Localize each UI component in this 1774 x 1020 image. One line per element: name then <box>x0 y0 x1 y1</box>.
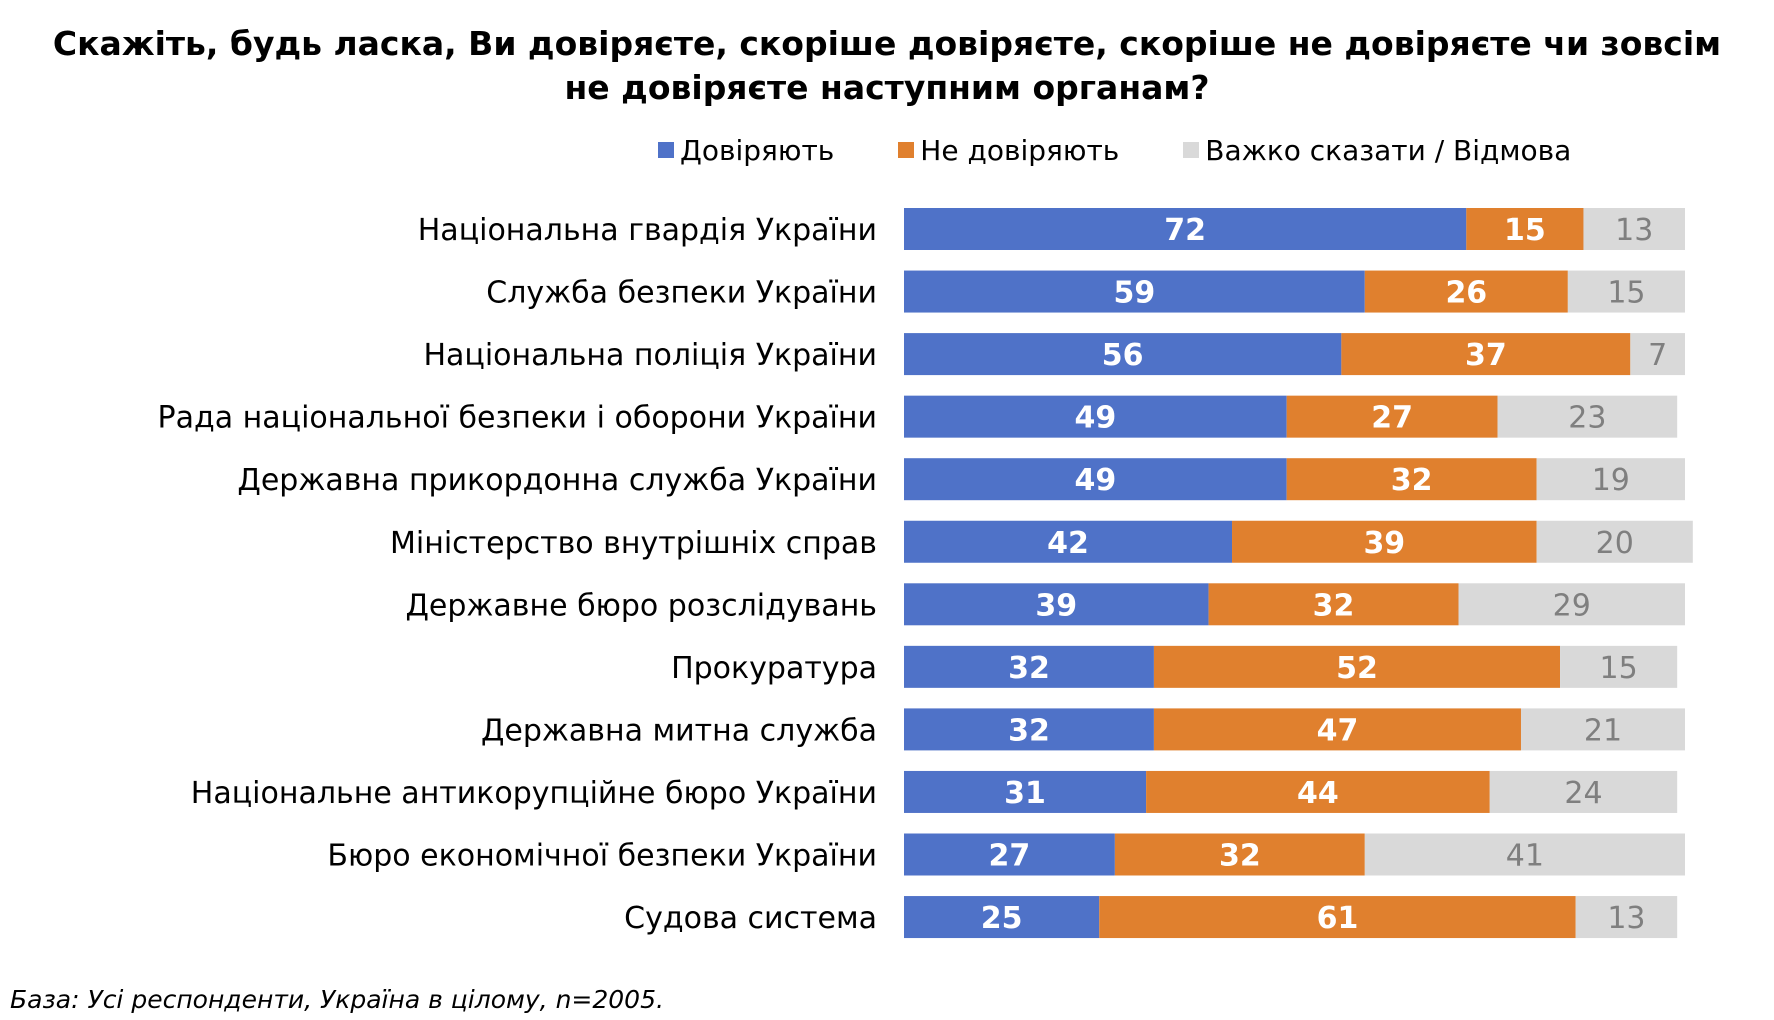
bar-segment-distrust <box>1114 833 1365 876</box>
category-label: Рада національної безпеки і оборони Укра… <box>158 401 877 436</box>
legend-swatch-distrust <box>898 142 915 158</box>
data-label-distrust: 15 <box>1504 213 1546 248</box>
legend-item-trust: Довіряють <box>658 134 834 167</box>
bar-segment-distrust <box>1153 708 1521 751</box>
data-label-trust: 39 <box>1035 588 1077 623</box>
data-label-hard-to-say: 13 <box>1607 901 1645 936</box>
bar-segment-distrust <box>1466 208 1584 250</box>
legend-label-trust: Довіряють <box>680 133 835 167</box>
chart-legend: Довіряють Не довіряють Важко сказати / В… <box>658 130 1571 170</box>
bar-segment-hard-to-say <box>1458 583 1685 626</box>
data-label-hard-to-say: 15 <box>1600 651 1638 686</box>
category-label: Бюро економічної безпеки України <box>327 839 877 874</box>
data-label-trust: 27 <box>989 839 1031 874</box>
bar-segment-hard-to-say <box>1536 520 1693 563</box>
category-label: Національна поліція України <box>423 338 877 373</box>
data-label-hard-to-say: 19 <box>1592 463 1630 498</box>
bar-segment-distrust <box>1146 770 1490 813</box>
category-label: Державна митна служба <box>481 713 877 748</box>
bar-segment-distrust <box>1286 395 1498 438</box>
category-label: Судова система <box>624 901 877 936</box>
legend-item-hard-to-say: Важко сказати / Відмова <box>1183 134 1571 167</box>
bar-segment-hard-to-say <box>1489 770 1678 813</box>
data-label-hard-to-say: 41 <box>1506 839 1544 874</box>
data-label-hard-to-say: 15 <box>1607 276 1645 311</box>
bar-segment-trust <box>904 333 1342 376</box>
bar-segment-hard-to-say <box>1560 645 1678 688</box>
data-label-hard-to-say: 7 <box>1648 338 1667 373</box>
data-label-trust: 72 <box>1164 213 1206 248</box>
base-footnote: База: Усі респонденти, Україна в цілому,… <box>10 985 664 1014</box>
bar-segment-distrust <box>1232 520 1537 563</box>
bar-segment-trust <box>904 458 1287 501</box>
data-label-trust: 25 <box>981 901 1023 936</box>
data-label-trust: 59 <box>1114 276 1156 311</box>
bar-segment-trust <box>904 770 1147 813</box>
chart-title: Скажіть, будь ласка, Ви довіряєте, скорі… <box>0 22 1774 110</box>
bar-segment-trust <box>904 896 1100 939</box>
legend-swatch-trust <box>658 142 674 158</box>
data-label-hard-to-say: 21 <box>1584 713 1622 748</box>
bar-segment-distrust <box>1208 583 1459 626</box>
data-label-trust: 49 <box>1074 401 1116 436</box>
data-label-trust: 32 <box>1008 713 1050 748</box>
data-label-hard-to-say: 29 <box>1553 588 1591 623</box>
bar-segment-hard-to-say <box>1575 896 1678 939</box>
bar-segment-distrust <box>1364 270 1568 313</box>
category-label: Національна гвардія України <box>418 213 877 248</box>
data-label-trust: 32 <box>1008 651 1050 686</box>
category-label: Державна прикордонна служба України <box>237 463 877 498</box>
category-label: Державне бюро розслідувань <box>405 588 877 623</box>
bar-segment-hard-to-say <box>1497 395 1678 438</box>
bar-segment-hard-to-say <box>1567 270 1685 313</box>
chart-title-line-2: не довіряєте наступним органам? <box>564 68 1210 107</box>
bar-segment-hard-to-say <box>1520 708 1685 751</box>
bar-segment-distrust <box>1099 896 1576 939</box>
bar-segment-trust <box>904 833 1115 876</box>
bar-segment-trust <box>904 520 1233 563</box>
bar-segment-hard-to-say <box>1583 208 1685 250</box>
data-label-distrust: 37 <box>1465 338 1507 373</box>
legend-swatch-hard-to-say <box>1183 142 1200 158</box>
data-label-distrust: 32 <box>1391 463 1433 498</box>
category-label: Національне антикорупційне бюро України <box>191 776 877 811</box>
data-label-trust: 31 <box>1004 776 1046 811</box>
data-label-hard-to-say: 23 <box>1568 401 1606 436</box>
bar-segment-hard-to-say <box>1536 458 1685 501</box>
data-label-distrust: 39 <box>1363 526 1405 561</box>
data-label-distrust: 32 <box>1313 588 1355 623</box>
legend-label-distrust: Не довіряють <box>920 133 1120 167</box>
bar-segment-distrust <box>1153 645 1561 688</box>
data-label-distrust: 52 <box>1336 651 1378 686</box>
data-label-distrust: 27 <box>1371 401 1413 436</box>
bar-segment-trust <box>904 708 1154 751</box>
bar-segment-hard-to-say <box>1364 833 1685 876</box>
category-label: Прокуратура <box>671 651 877 686</box>
data-label-distrust: 32 <box>1219 839 1261 874</box>
bar-segment-trust <box>904 583 1209 626</box>
bar-segment-trust <box>904 395 1287 438</box>
data-label-trust: 42 <box>1047 526 1089 561</box>
bar-segment-trust <box>904 270 1365 313</box>
data-label-hard-to-say: 24 <box>1564 776 1602 811</box>
category-label: Служба безпеки України <box>486 276 877 311</box>
data-label-distrust: 44 <box>1297 776 1339 811</box>
data-label-hard-to-say: 20 <box>1596 526 1634 561</box>
data-label-distrust: 47 <box>1317 713 1359 748</box>
bar-segment-distrust <box>1341 333 1631 376</box>
bar-segment-trust <box>904 645 1154 688</box>
data-label-distrust: 26 <box>1445 276 1487 311</box>
category-label: Міністерство внутрішніх справ <box>390 526 877 561</box>
bar-segment-trust <box>904 208 1467 250</box>
bar-segment-distrust <box>1286 458 1537 501</box>
data-label-distrust: 61 <box>1317 901 1359 936</box>
legend-item-distrust: Не довіряють <box>898 134 1119 167</box>
data-label-trust: 49 <box>1074 463 1116 498</box>
chart-title-line-1: Скажіть, будь ласка, Ви довіряєте, скорі… <box>52 24 1722 63</box>
bar-segment-hard-to-say <box>1630 333 1685 376</box>
data-label-trust: 56 <box>1102 338 1144 373</box>
legend-label-hard-to-say: Важко сказати / Відмова <box>1205 133 1572 167</box>
data-label-hard-to-say: 13 <box>1615 213 1653 248</box>
